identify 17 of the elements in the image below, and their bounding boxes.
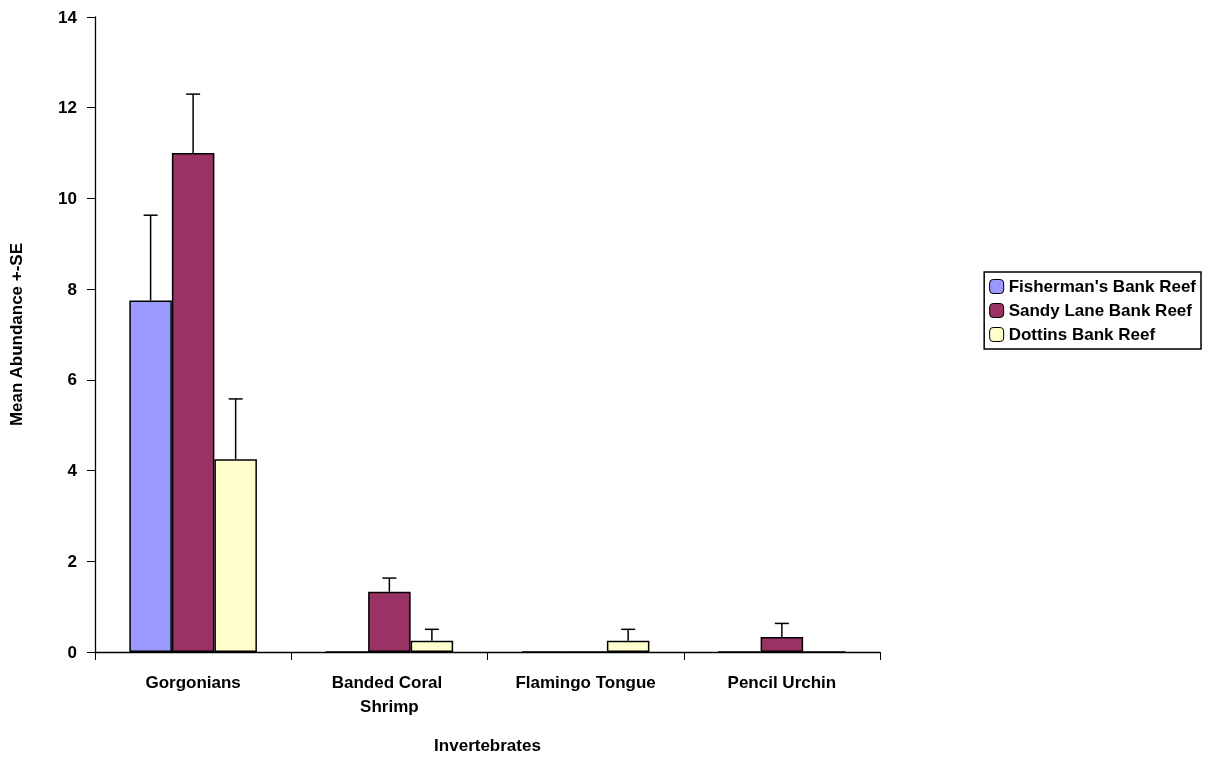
x-tick-label: Banded Coral Shrimp xyxy=(331,672,447,716)
y-axis-title: Mean Abundance +-SE xyxy=(7,242,26,427)
y-tick-label: 10 xyxy=(58,188,77,208)
y-tick-label: 14 xyxy=(58,7,78,27)
x-tick-label: Pencil Urchin xyxy=(727,672,837,692)
y-tick-label: 8 xyxy=(67,279,77,299)
x-tick-label: Flamingo Tongue xyxy=(515,672,656,692)
x-axis-title: Invertebrates xyxy=(434,736,541,755)
legend-label: Fisherman's Bank Reef xyxy=(1008,277,1197,296)
y-tick-label: 6 xyxy=(67,370,77,390)
y-tick-label: 0 xyxy=(67,642,77,662)
x-tick-label: Gorgonians xyxy=(145,672,241,692)
legend-label: Sandy Lane Bank Reef xyxy=(1008,301,1193,320)
y-tick-label: 2 xyxy=(67,551,77,571)
y-tick-label: 12 xyxy=(58,98,77,118)
y-tick-label: 4 xyxy=(67,461,78,481)
legend-label: Dottins Bank Reef xyxy=(1008,325,1156,344)
